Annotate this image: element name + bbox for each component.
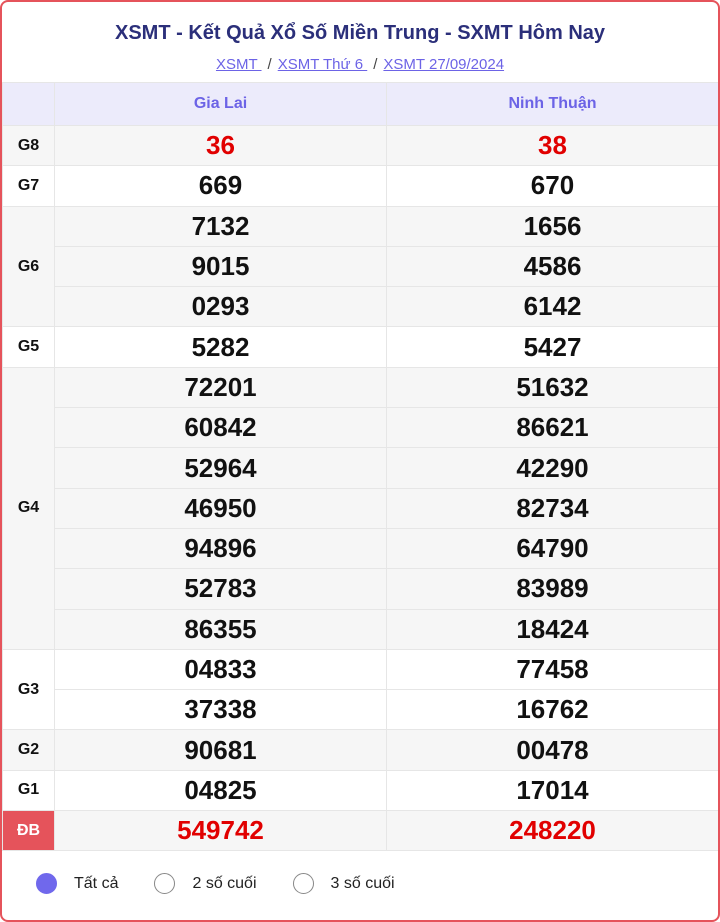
radio-button[interactable] — [36, 873, 57, 895]
province-ninh-thuan: Ninh Thuận — [386, 82, 718, 126]
header-blank — [2, 82, 55, 126]
prize-number: 5427 — [386, 326, 718, 368]
prize-number: 52964 — [54, 447, 387, 489]
prize-number: 94896 — [54, 527, 387, 570]
table-row: G2 90681 00478 — [2, 729, 718, 771]
prize-number: 6142 — [386, 286, 718, 328]
prize-number: 04825 — [54, 769, 387, 812]
filter-option[interactable]: 2 số cuối — [154, 873, 257, 895]
prize-number: 4586 — [386, 245, 718, 288]
table-row: G6 7132 1656 — [2, 205, 718, 328]
prize-label: G8 — [2, 124, 55, 167]
breadcrumb-date[interactable]: XSMT 27/09/2024 — [383, 56, 505, 73]
prize-label: G4 — [2, 366, 55, 650]
table-row: 37338 16762 — [3, 689, 718, 731]
table-row: 86355 18424 — [3, 608, 718, 650]
table-row: 52964 42290 — [3, 447, 718, 489]
filter-label: 2 số cuối — [192, 874, 257, 892]
filter-label: 3 số cuối — [330, 874, 395, 892]
breadcrumb-xsmt-thu6[interactable]: XSMT Thứ 6 — [277, 56, 368, 73]
prize-number: 16762 — [386, 689, 718, 731]
province-gia-lai: Gia Lai — [54, 82, 387, 126]
prize-number: 5282 — [54, 326, 387, 368]
prize-number: 72201 — [54, 366, 387, 409]
prize-number: 90681 — [54, 729, 387, 771]
prize-number: 18424 — [386, 608, 718, 650]
prize-number: 83989 — [386, 568, 718, 610]
prize-number: 549742 — [54, 810, 387, 852]
table-row: ĐB 549742 248220 — [2, 810, 718, 852]
table-row: G7 669 670 — [2, 165, 718, 207]
table-row: 52783 83989 — [3, 568, 718, 610]
table-header: Gia Lai Ninh Thuận — [2, 82, 718, 126]
prize-label: G3 — [2, 648, 55, 731]
table-row: G4 72201 51632 — [2, 366, 718, 650]
table-row: 60842 86621 — [3, 407, 718, 449]
digit-filter: Tất cả 2 số cuối 3 số cuối — [2, 851, 718, 895]
prize-number: 9015 — [54, 245, 387, 288]
radio-button[interactable] — [292, 873, 314, 895]
prize-number: 86355 — [54, 608, 387, 650]
breadcrumb: XSMT / XSMT Thứ 6 / XSMT 27/09/2024 — [2, 56, 718, 76]
filter-label: Tất cả — [74, 874, 119, 892]
table-row: G8 36 38 — [2, 124, 718, 167]
radio-button[interactable] — [154, 873, 176, 895]
prize-number: 52783 — [54, 568, 387, 610]
filter-option[interactable]: 3 số cuối — [292, 873, 395, 895]
prize-number: 60842 — [54, 407, 387, 449]
prize-number: 37338 — [54, 689, 387, 731]
prize-number: 7132 — [54, 205, 387, 247]
prize-number: 669 — [54, 165, 387, 207]
breadcrumb-separator: / — [373, 56, 378, 73]
breadcrumb-separator: / — [267, 56, 272, 73]
prize-number: 77458 — [386, 648, 718, 691]
table-row: 46950 82734 — [3, 487, 718, 529]
prize-number: 17014 — [386, 769, 718, 812]
table-row: G1 04825 17014 — [2, 769, 718, 812]
page-title: XSMT - Kết Quả Xổ Số Miền Trung - SXMT H… — [114, 22, 606, 44]
table-row: G5 5282 5427 — [2, 326, 718, 368]
prize-number: 51632 — [386, 366, 718, 409]
table-row: 9015 4586 — [3, 245, 718, 288]
prize-label: G1 — [2, 769, 55, 812]
table-row: G3 04833 77458 — [2, 648, 718, 731]
prize-number: 04833 — [54, 648, 387, 691]
prize-number: 00478 — [386, 729, 718, 771]
prize-label: G2 — [2, 729, 55, 771]
prize-number: 42290 — [386, 447, 718, 489]
prize-number: 82734 — [386, 487, 718, 529]
results-table: Gia Lai Ninh Thuận G8 36 38 G7 669 670 G6 7132 1… — [2, 82, 718, 852]
prize-label: G6 — [2, 205, 55, 328]
prize-number: 38 — [386, 124, 718, 167]
prize-label: G5 — [2, 326, 55, 368]
prize-number: 86621 — [386, 407, 718, 449]
prize-number: 670 — [386, 165, 718, 207]
prize-label: G7 — [2, 165, 55, 207]
breadcrumb-xsmt[interactable]: XSMT — [215, 56, 262, 73]
prize-label: ĐB — [2, 810, 55, 852]
prize-number: 36 — [54, 124, 387, 167]
table-row: 94896 64790 — [3, 527, 718, 570]
prize-number: 0293 — [54, 286, 387, 328]
prize-number: 64790 — [386, 527, 718, 570]
prize-number: 1656 — [386, 205, 718, 247]
prize-number: 46950 — [54, 487, 387, 529]
prize-number: 248220 — [386, 810, 718, 852]
table-row: 0293 6142 — [3, 286, 718, 328]
filter-option[interactable]: Tất cả — [36, 873, 119, 895]
